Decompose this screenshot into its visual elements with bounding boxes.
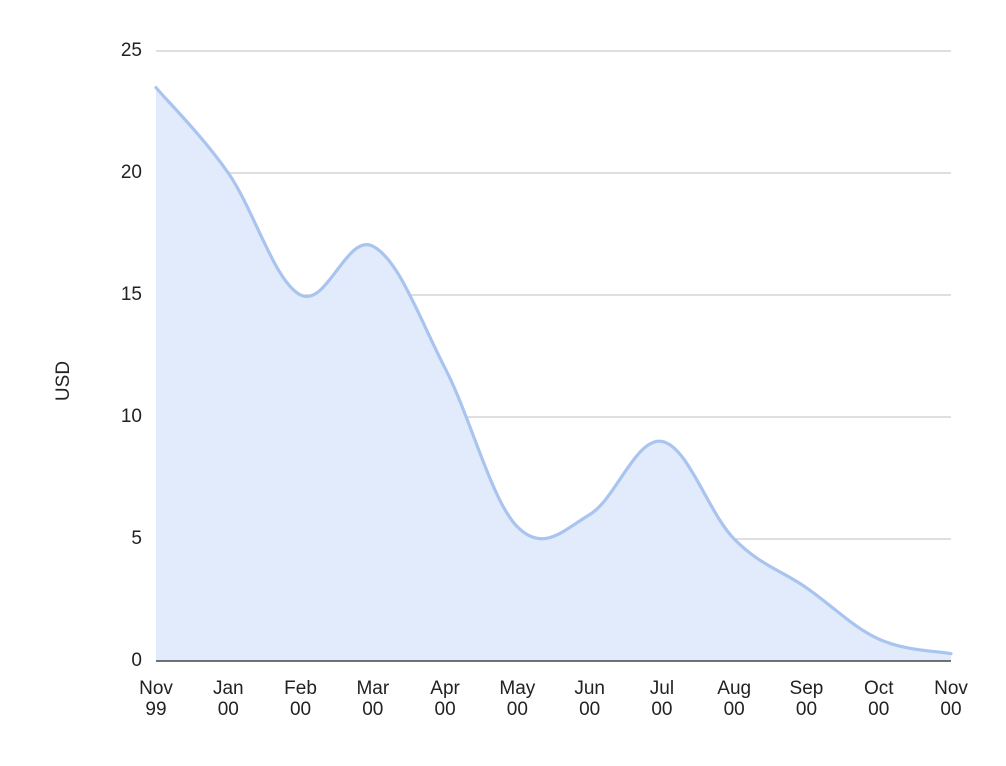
x-tick-month: Sep [790, 678, 824, 699]
x-tick-month: Jun [574, 678, 605, 699]
x-tick-label: May 00 [499, 678, 535, 720]
y-tick-label: 20 [121, 162, 142, 183]
x-tick-label: Jun 00 [574, 678, 605, 720]
x-tick-year: 99 [145, 699, 166, 720]
x-tick-month: Aug [717, 678, 751, 699]
x-tick-year: 00 [218, 699, 239, 720]
x-tick-label: Apr 00 [430, 678, 460, 720]
series-line [154, 86, 953, 656]
x-tick-label: Feb 00 [284, 678, 317, 720]
x-tick-month: Nov [139, 678, 173, 699]
x-tick-label: Sep 00 [790, 678, 824, 720]
x-tick-month: Apr [430, 678, 460, 699]
x-tick-label: Mar 00 [356, 678, 389, 720]
x-tick-year: 00 [724, 699, 745, 720]
series-area [154, 86, 953, 662]
x-tick-year: 00 [435, 699, 456, 720]
x-tick-month: Mar [356, 678, 389, 699]
x-tick-label: Jul 00 [650, 678, 674, 720]
x-tick-year: 00 [868, 699, 889, 720]
x-tick-label: Oct 00 [864, 678, 894, 720]
x-tick-year: 00 [940, 699, 961, 720]
x-tick-year: 00 [579, 699, 600, 720]
x-tick-month: Oct [864, 678, 894, 699]
x-tick-month: May [499, 678, 535, 699]
x-tick-label: Nov 99 [139, 678, 173, 720]
x-tick-label: Aug 00 [717, 678, 751, 720]
y-tick-label: 5 [131, 528, 142, 549]
x-tick-year: 00 [796, 699, 817, 720]
y-tick-label: 0 [131, 650, 142, 671]
y-axis-label: USD [53, 361, 74, 401]
y-tick-label: 15 [121, 284, 142, 305]
x-tick-month: Jan [213, 678, 244, 699]
area-fill [156, 87, 951, 662]
x-tick-year: 00 [290, 699, 311, 720]
y-tick-label: 10 [121, 406, 142, 427]
x-tick-label: Nov 00 [934, 678, 968, 720]
x-tick-year: 00 [507, 699, 528, 720]
x-tick-month: Nov [934, 678, 968, 699]
y-tick-label: 25 [121, 40, 142, 61]
x-tick-label: Jan 00 [213, 678, 244, 720]
x-tick-month: Feb [284, 678, 317, 699]
x-tick-month: Jul [650, 678, 674, 699]
x-tick-year: 00 [651, 699, 672, 720]
x-tick-year: 00 [362, 699, 383, 720]
